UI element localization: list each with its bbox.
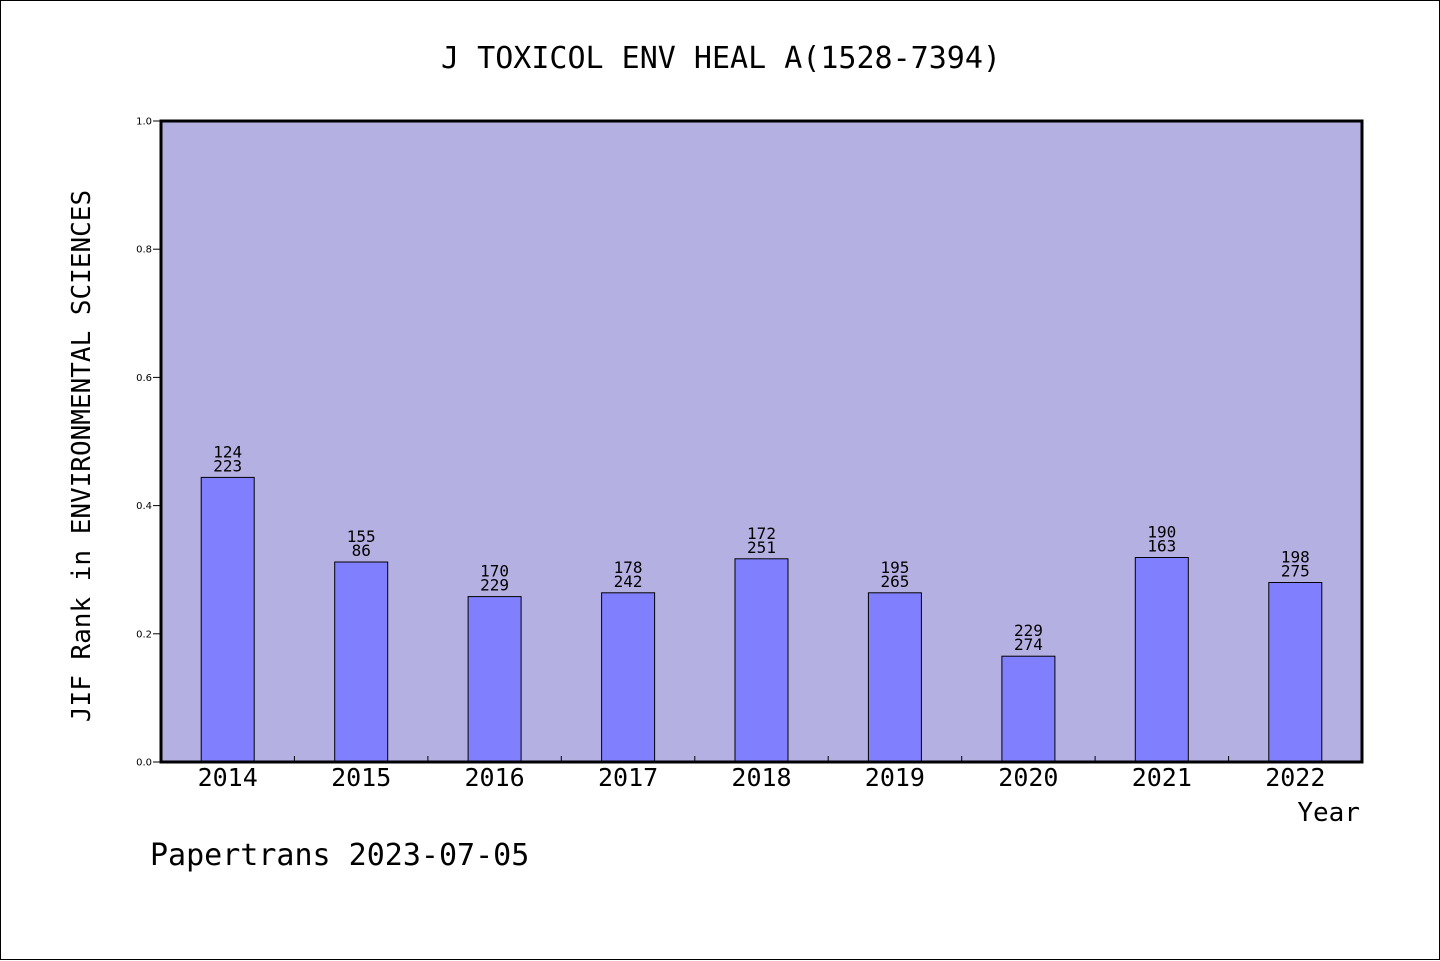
y-axis: 0.0 0.2 0.4 0.6 0.8 1.0: [136, 117, 161, 769]
data-label-bottom-2020: 274: [1014, 635, 1043, 654]
bar-2021: [1134, 557, 1189, 763]
bar-2016: [467, 596, 522, 763]
bar-2019: [867, 592, 922, 763]
data-label-bottom-2022: 275: [1281, 562, 1310, 581]
x-axis-label: Year: [1297, 798, 1360, 828]
data-label-bottom-2016: 229: [480, 576, 509, 595]
data-label-top-2022: 198: [1281, 548, 1310, 567]
bar-2018: [734, 558, 789, 763]
data-label-bottom-2021: 163: [1147, 537, 1176, 556]
y-tick-label-0.2: 0.2: [136, 629, 152, 640]
data-label-top-2017: 178: [614, 558, 643, 577]
bar-2022: [1268, 582, 1323, 763]
data-label-top-2018: 172: [747, 524, 776, 543]
bar-2015: [334, 561, 389, 763]
data-label-bottom-2018: 251: [747, 538, 776, 557]
chart-title: J TOXICOL ENV HEAL A(1528-7394): [441, 41, 1001, 76]
y-tick-label-1.0: 1.0: [136, 117, 152, 128]
data-label-bottom-2015: 86: [352, 541, 371, 560]
x-tick-label-2016: 2016: [464, 763, 524, 792]
data-label-bottom-2019: 265: [880, 572, 909, 591]
bars-layer: 1242231558617022917824217225119526522927…: [200, 442, 1323, 763]
y-axis-label: JIF Rank in ENVIRONMENTAL SCIENCES: [67, 190, 97, 722]
data-label-top-2016: 170: [480, 562, 509, 581]
x-tick-label-2020: 2020: [998, 763, 1058, 792]
x-tick-label-2017: 2017: [598, 763, 658, 792]
y-tick-label-0.4: 0.4: [136, 501, 152, 512]
bar-2017: [601, 592, 656, 763]
y-tick-label-0.6: 0.6: [136, 373, 152, 384]
plot-border: [159, 119, 1364, 764]
data-label-top-2014: 124: [213, 442, 242, 461]
x-tick-label-2015: 2015: [331, 763, 391, 792]
data-label-top-2020: 229: [1014, 621, 1043, 640]
data-label-top-2019: 195: [880, 558, 909, 577]
data-label-top-2021: 190: [1147, 523, 1176, 542]
x-axis: 2014 2015 2016 2017 2018 2019 2020 2021 2022: [198, 756, 1325, 792]
data-label-top-2015: 155: [347, 527, 376, 546]
bar-2020: [1001, 655, 1056, 763]
x-tick-label-2019: 2019: [865, 763, 925, 792]
x-tick-label-2021: 2021: [1132, 763, 1192, 792]
bar-2014: [200, 476, 255, 763]
y-tick-label-0.0: 0.0: [136, 758, 152, 769]
footer-text: Papertrans 2023-07-05: [150, 838, 529, 873]
y-tick-label-0.8: 0.8: [136, 245, 152, 256]
x-tick-label-2014: 2014: [198, 763, 258, 792]
data-label-bottom-2017: 242: [614, 572, 643, 591]
x-tick-label-2018: 2018: [731, 763, 791, 792]
x-tick-label-2022: 2022: [1265, 763, 1325, 792]
data-label-bottom-2014: 223: [213, 456, 242, 475]
